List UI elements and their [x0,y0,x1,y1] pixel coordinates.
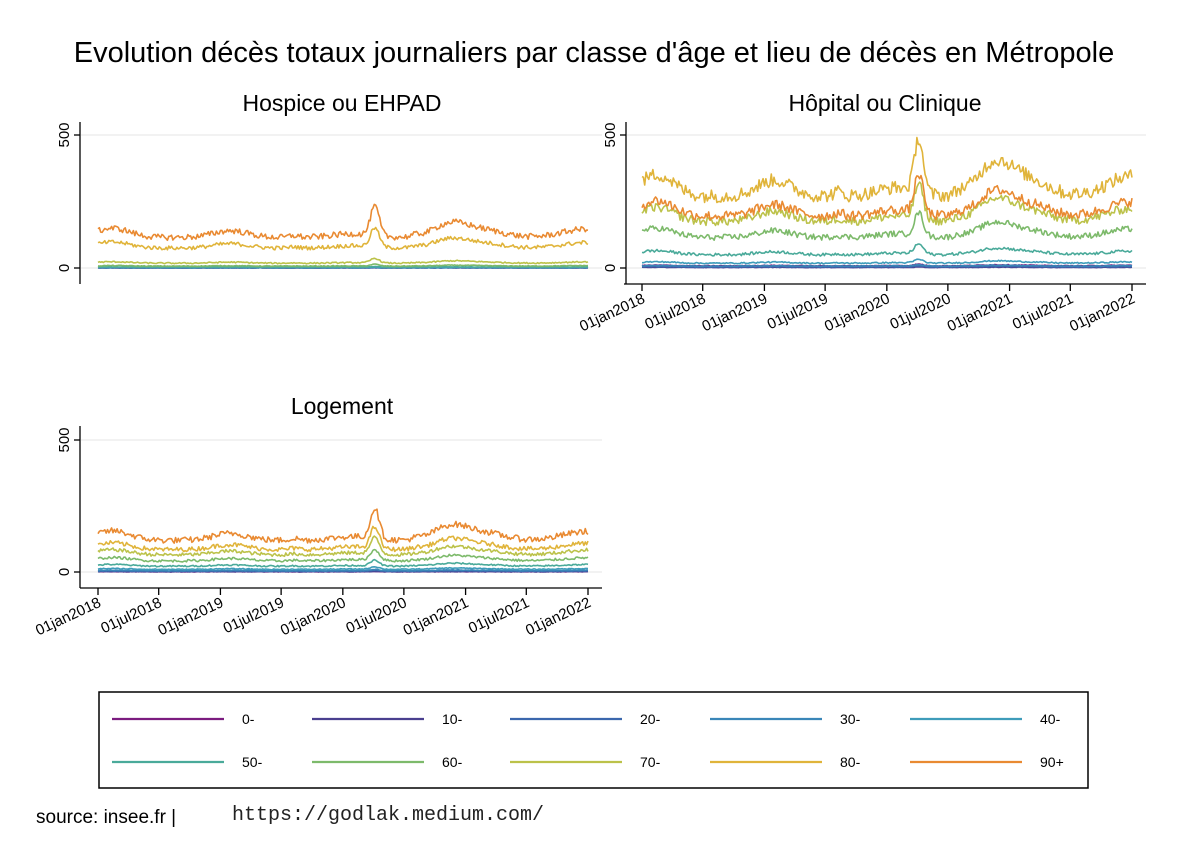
legend-label: 0- [242,711,255,727]
series-line-40 [642,258,1133,265]
series-line-40 [97,565,589,571]
y-tick-label: 500 [602,122,619,147]
panel-hospice-ehpad: Hospice ou EHPAD 0 500 [56,90,602,284]
series-line-70 [97,257,589,265]
series-line-80 [641,136,1133,204]
footer-source: source: insee.fr | [36,807,176,828]
series-line-30 [97,568,588,572]
y-tick-label: 500 [56,122,73,147]
series-line-30 [641,263,1133,268]
legend-label: 10- [442,711,463,727]
series-line-50 [97,265,588,269]
legend-label: 20- [640,711,661,727]
y-tick-label: 0 [56,264,73,272]
legend-label: 60- [442,754,463,770]
legend-label: 80- [840,754,861,770]
legend-label: 70- [640,754,661,770]
legend-frame [98,691,1089,789]
series-line-50 [641,243,1133,257]
series-line-80 [97,525,589,553]
series-line-90plus [97,203,589,242]
series-line-50 [97,558,589,568]
legend-label: 50- [242,754,263,770]
series-line-70 [97,535,589,558]
series-line-80 [97,226,589,251]
legend-label: 90+ [1040,754,1064,770]
series-line-60 [97,548,589,563]
panel-title: Hôpital ou Clinique [788,90,981,116]
series-group [97,508,589,573]
chart-title: Evolution décès totaux journaliers par c… [74,37,1115,69]
series-line-60 [641,210,1133,241]
footer-url: https://godlak.medium.com/ [232,804,544,827]
legend-label: 30- [840,711,861,727]
y-tick-label: 0 [602,264,619,272]
legend: 0- 10- 20- 30- 40- 50- 60- 70- 80- 90+ [98,691,1089,789]
series-line-60 [97,263,589,268]
series-group [641,136,1133,269]
panel-title: Logement [291,393,394,419]
series-line-90plus [97,508,589,544]
y-tick-label: 0 [56,568,73,576]
series-line-90plus [641,174,1133,221]
panel-title: Hospice ou EHPAD [243,90,442,116]
series-group [97,203,589,269]
legend-label: 40- [1040,711,1061,727]
axes: 0 500 [56,122,81,284]
y-tick-label: 500 [56,427,73,452]
